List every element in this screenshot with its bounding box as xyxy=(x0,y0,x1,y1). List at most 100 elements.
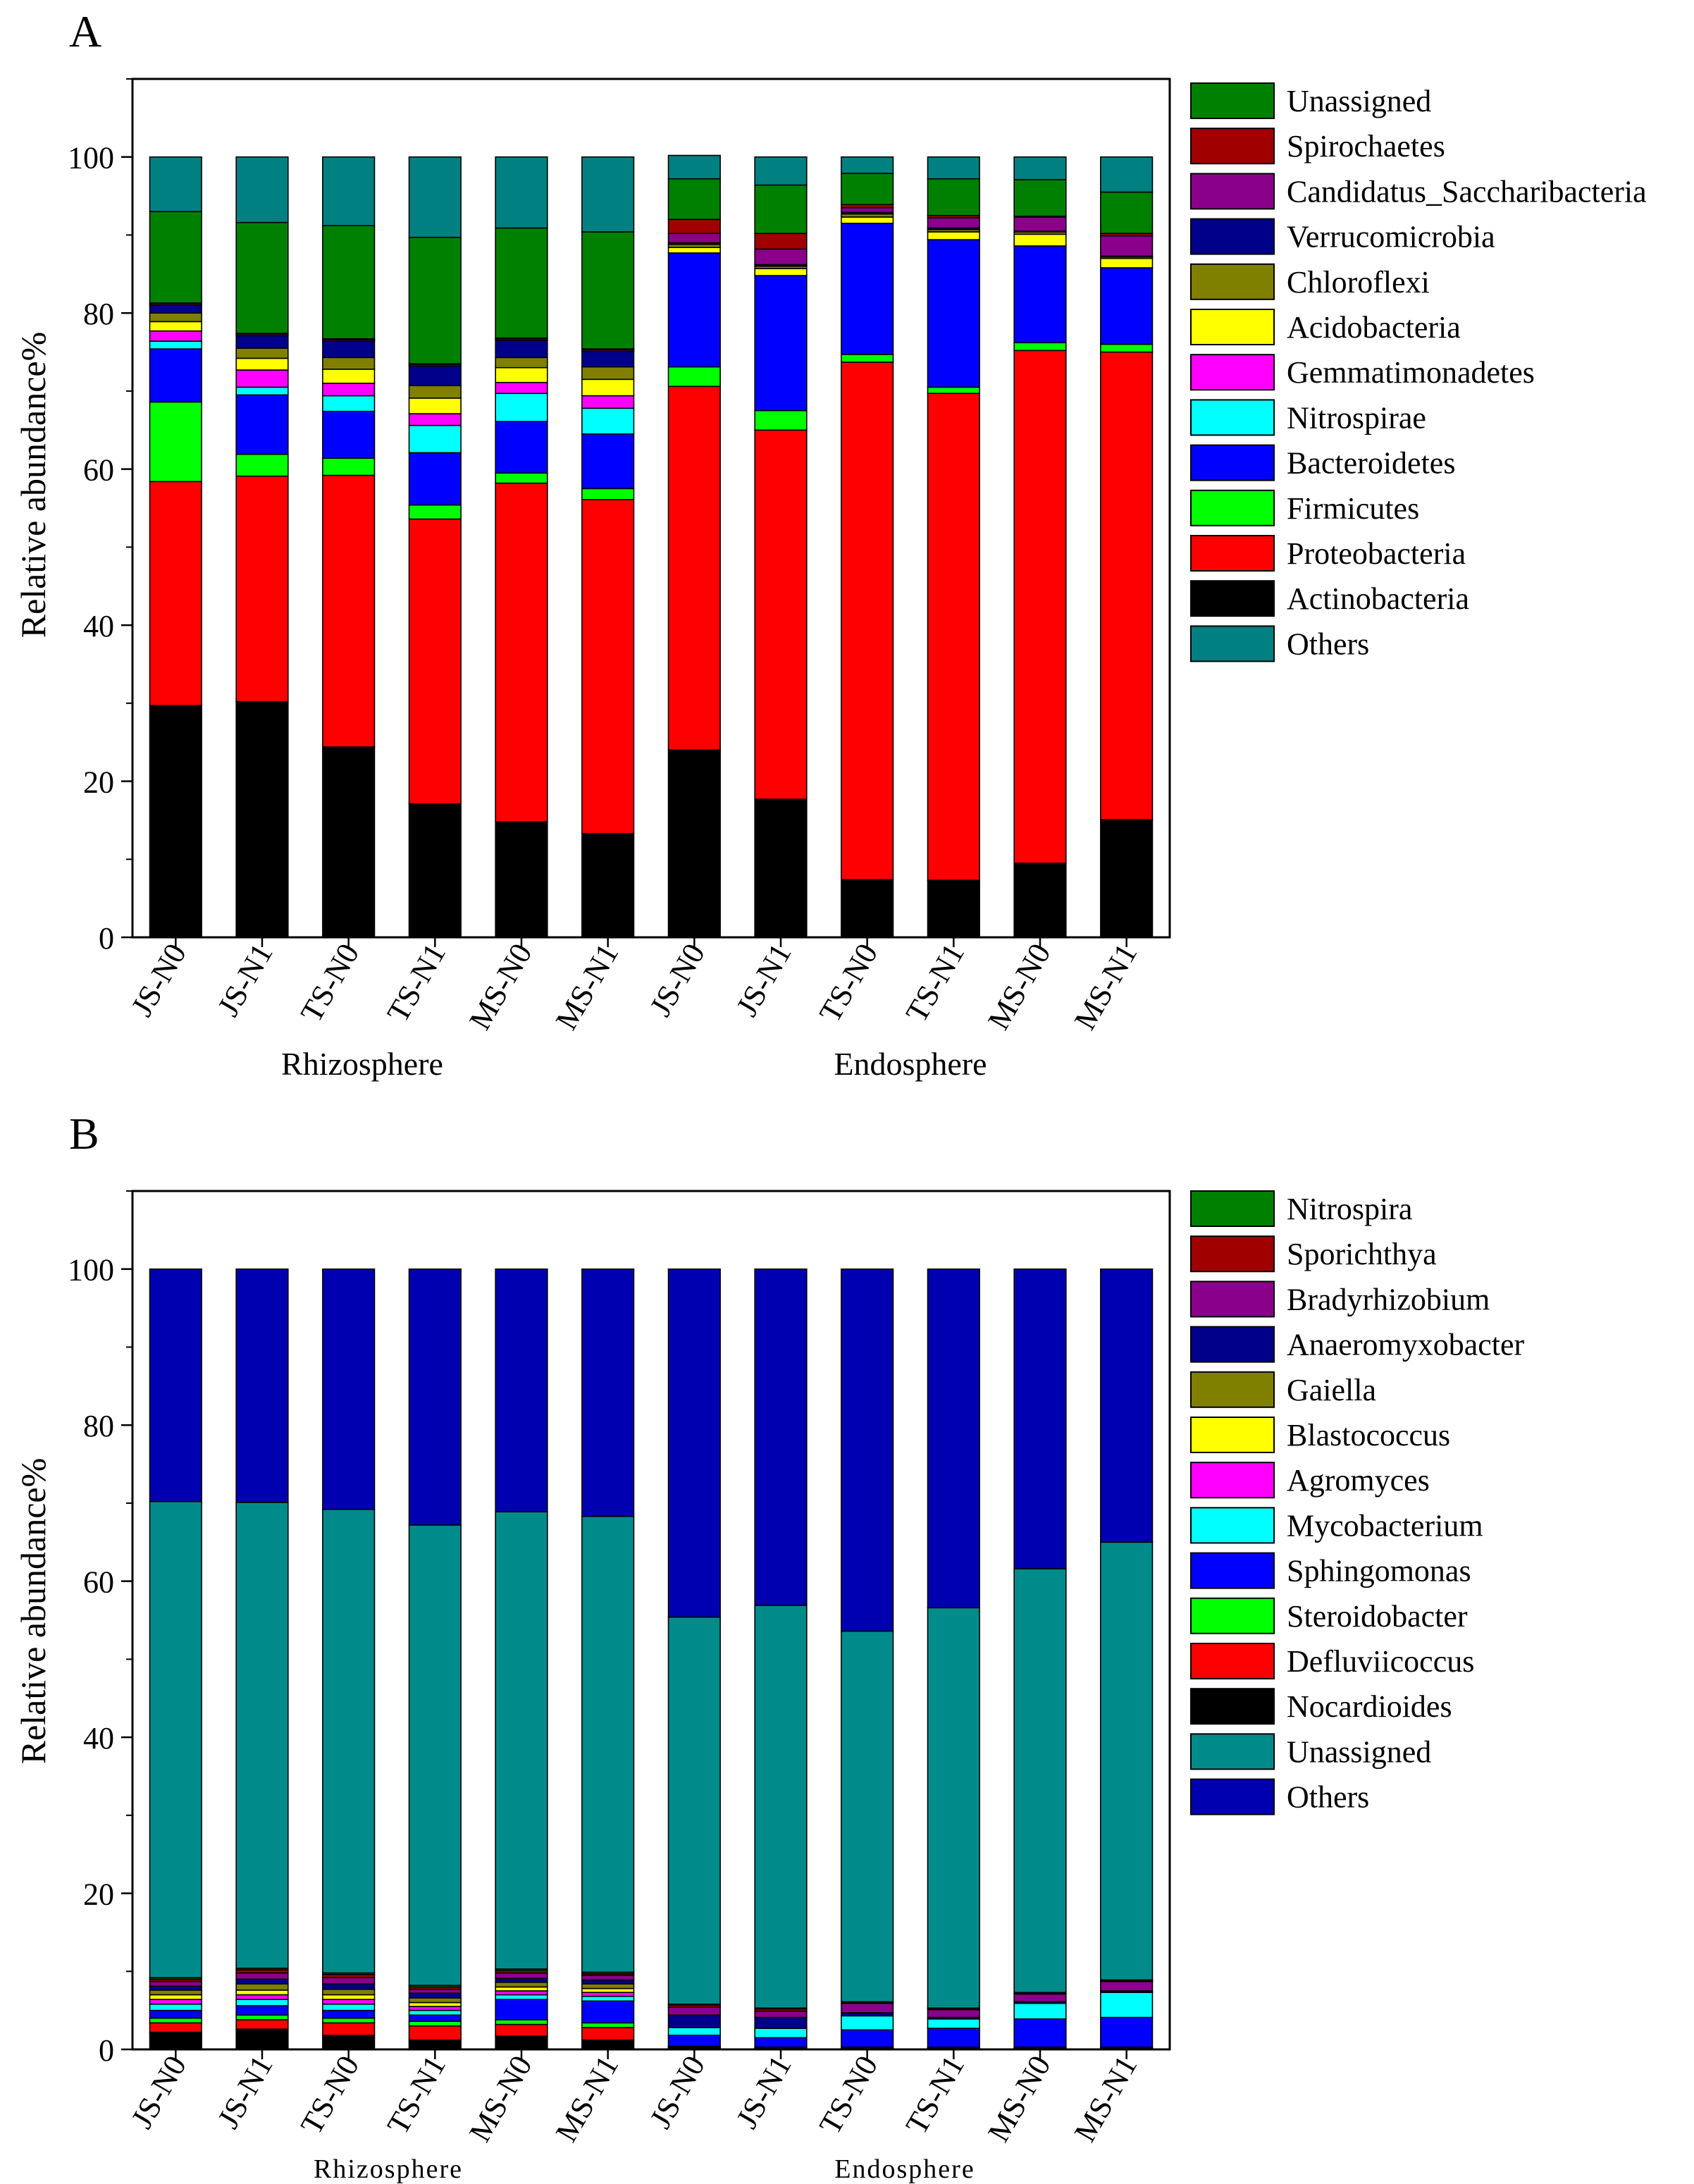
panel-a-y-tick-label-60: 60 xyxy=(83,453,114,488)
panel-b-bar-1-gaiella xyxy=(149,1989,202,1996)
panel-b-x-tick-label-6: MS-N1 xyxy=(549,2050,625,2148)
panel-a-bar-7-unassigned xyxy=(667,178,721,221)
panel-b-bar-3-mycobacterium xyxy=(322,2003,376,2011)
panel-b-bar-3-steroidobacter xyxy=(322,2017,376,2024)
panel-b-legend-swatch-nocardioides xyxy=(1190,1688,1275,1725)
panel-b-legend-swatch-defluviicoccus xyxy=(1190,1643,1275,1679)
panel-b-x-tick-label-8: JS-N1 xyxy=(729,2050,798,2135)
panel-a-bar-12-bacteroidetes xyxy=(1100,267,1154,345)
panel-b-y-tick-label-100: 100 xyxy=(68,1253,114,1288)
panel-a-bar-2-firmicutes xyxy=(235,453,289,477)
panel-a-bar-11-acidobacteria xyxy=(1013,233,1067,247)
panel-b-bar-11-sphingomonas xyxy=(1013,2018,1067,2048)
panel-b-bar-6-bradyrhizobium xyxy=(581,1975,635,1981)
panel-b-bar-1-blastococcus xyxy=(149,1994,202,2000)
panel-b-bar-11-mycobacterium xyxy=(1013,2002,1067,2020)
panel-a-bar-7-acidobacteria xyxy=(667,247,721,254)
panel-b-legend-label-sphingomonas: Sphingomonas xyxy=(1287,1554,1471,1588)
panel-a-bar-10-candidatus-saccharibacteria xyxy=(927,217,980,229)
panel-a-bar-5-proteobacteria xyxy=(495,482,548,822)
panel-a-bar-6-bacteroidetes xyxy=(581,433,635,490)
panel-b-y-tick-label-60: 60 xyxy=(83,1565,114,1600)
panel-b-bar-3-defluviicoccus xyxy=(322,2022,376,2036)
panel-b-bar-2-others xyxy=(235,1268,289,1503)
panel-a-bar-4-acidobacteria xyxy=(408,397,462,414)
panel-b-plot-frame xyxy=(131,1190,1171,2051)
panel-a-x-tick-label-2: JS-N1 xyxy=(211,938,279,1023)
panel-a-x-tick-label-5: MS-N0 xyxy=(462,938,538,1036)
panel-a-y-tick-label-20: 20 xyxy=(83,765,114,800)
panel-a-bar-4-gemmatimonadetes xyxy=(408,413,462,426)
panel-b-bar-10-mycobacterium xyxy=(927,2018,980,2029)
panel-a-bar-4-unassigned xyxy=(408,236,462,364)
panel-b-y-axis-label: Relative abundance% xyxy=(13,1458,53,1765)
panel-a-bar-9-unassigned xyxy=(841,173,894,206)
panel-b-group-label-endosphere: Endosphere xyxy=(834,2154,975,2184)
panel-b-legend-swatch-sphingomonas xyxy=(1190,1552,1275,1589)
panel-a-y-tick-label-0: 0 xyxy=(99,921,114,956)
panel-b-bar-2-gaiella xyxy=(235,1983,289,1991)
panel-b-legend-swatch-bradyrhizobium xyxy=(1190,1281,1275,1318)
panel-a-bar-2-nitrospirae xyxy=(235,386,289,396)
panel-b-bar-2-agromyces xyxy=(235,1994,289,2000)
panel-a-bar-9-firmicutes xyxy=(841,354,894,363)
panel-a-x-tick-label-11: MS-N0 xyxy=(981,938,1057,1036)
panel-b-bar-4-bradyrhizobium xyxy=(408,1988,462,1994)
panel-a-legend-label-bacteroidetes: Bacteroidetes xyxy=(1287,446,1455,481)
panel-b-bar-2-unassigned xyxy=(235,1502,289,1969)
panel-a-legend-swatch-firmicutes xyxy=(1190,489,1275,526)
panel-b-bar-1-others xyxy=(149,1268,202,1503)
panel-a-bar-11-unassigned xyxy=(1013,179,1067,217)
panel-a-bar-4-verrucomicrobia xyxy=(408,365,462,386)
panel-a-bar-1-actinobacteria xyxy=(149,705,202,938)
panel-a-bar-1-verrucomicrobia xyxy=(149,304,202,314)
panel-a-bar-7-candidatus-saccharibacteria xyxy=(667,233,721,244)
panel-a-bar-6-actinobacteria xyxy=(581,832,635,938)
panel-a-x-tick-label-12: MS-N1 xyxy=(1068,938,1144,1036)
panel-b-bar-5-anaeromyxobacter xyxy=(495,1978,548,1983)
panel-b-bar-11-others xyxy=(1013,1268,1067,1569)
panel-b-bar-12-sphingomonas xyxy=(1100,2016,1154,2048)
panel-a-bar-3-proteobacteria xyxy=(322,474,376,748)
panel-a-bar-11-others xyxy=(1013,156,1067,180)
panel-a-bar-8-bacteroidetes xyxy=(754,275,808,412)
panel-a-bar-3-chloroflexi xyxy=(322,357,376,370)
panel-b-bar-1-bradyrhizobium xyxy=(149,1980,202,1987)
panel-a-bar-8-spirochaetes xyxy=(754,233,808,250)
panel-a-bar-7-proteobacteria xyxy=(667,385,721,751)
panel-a-legend-label-unassigned: Unassigned xyxy=(1287,84,1431,118)
panel-a-plot-frame xyxy=(131,78,1171,939)
panel-a-bar-6-chloroflexi xyxy=(581,366,635,381)
panel-b-bar-4-nocardioides xyxy=(408,2039,462,2050)
panel-a-bar-1-others xyxy=(149,156,202,213)
panel-b-bar-4-mycobacterium xyxy=(408,2009,462,2016)
panel-b-bar-2-mycobacterium xyxy=(235,1999,289,2006)
panel-a-bar-3-actinobacteria xyxy=(322,746,376,938)
panel-b-legend-swatch-unassigned xyxy=(1190,1733,1275,1770)
panel-b-chart: B Relative abundance% Rhizosphere Endosp… xyxy=(13,1109,1525,2184)
panel-a-x-tick-label-6: MS-N1 xyxy=(549,938,625,1036)
panel-a-bar-8-unassigned xyxy=(754,184,808,235)
panel-a-bar-3-verrucomicrobia xyxy=(322,340,376,359)
panel-b-legend-label-sporichthya: Sporichthya xyxy=(1287,1237,1437,1271)
panel-a-bar-1-chloroflexi xyxy=(149,312,202,323)
panel-a-chart: A Relative abundance% Rhizosphere Endosp… xyxy=(13,6,1647,1082)
panel-b-legend-swatch-agromyces xyxy=(1190,1462,1275,1499)
panel-a-bar-10-acidobacteria xyxy=(927,231,980,240)
panel-a-y-tick-label-100: 100 xyxy=(68,141,114,175)
panel-a-legend-label-acidobacteria: Acidobacteria xyxy=(1287,310,1461,345)
panel-b-bar-9-unassigned xyxy=(841,1630,894,2003)
panel-b-bar-12-bradyrhizobium xyxy=(1100,1980,1154,1992)
panel-a-legend-swatch-nitrospirae xyxy=(1190,399,1275,436)
panel-a-bar-2-chloroflexi xyxy=(235,347,289,359)
panel-a-bar-7-bacteroidetes xyxy=(667,252,721,368)
panel-b-legend-swatch-mycobacterium xyxy=(1190,1507,1275,1544)
panel-a-bar-10-actinobacteria xyxy=(927,880,980,938)
panel-a-legend-swatch-unassigned xyxy=(1190,82,1275,119)
panel-a-bar-5-others xyxy=(495,156,548,229)
panel-b-bar-4-unassigned xyxy=(408,1524,462,1986)
panel-b-y-tick-label-40: 40 xyxy=(83,1721,114,1756)
panel-a-bar-2-gemmatimonadetes xyxy=(235,369,289,388)
panel-a-bar-2-proteobacteria xyxy=(235,475,289,703)
panel-a-bar-1-acidobacteria xyxy=(149,321,202,332)
